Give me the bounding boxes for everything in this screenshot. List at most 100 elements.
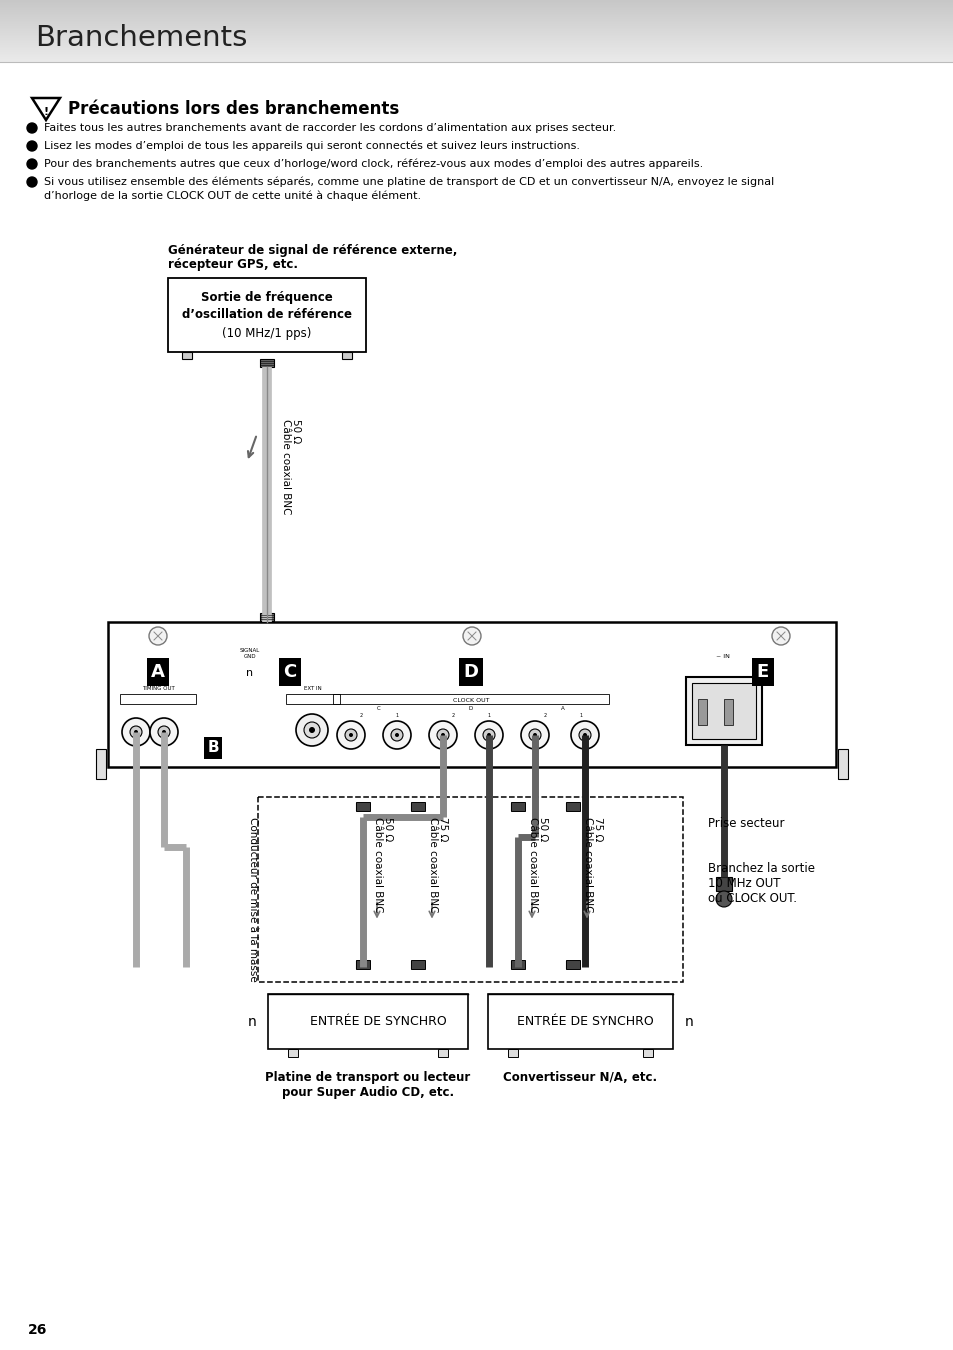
- Text: Précautions lors des branchements: Précautions lors des branchements: [68, 100, 399, 117]
- Circle shape: [462, 626, 480, 645]
- Text: Câble coaxial BNC: Câble coaxial BNC: [582, 817, 593, 913]
- Text: B: B: [207, 741, 218, 756]
- Text: 26: 26: [28, 1323, 48, 1336]
- Circle shape: [771, 626, 789, 645]
- Bar: [288, 1049, 297, 1057]
- Circle shape: [309, 728, 314, 733]
- Bar: [341, 352, 352, 359]
- Text: Câble coaxial BNC: Câble coaxial BNC: [428, 817, 437, 913]
- Text: A: A: [560, 706, 564, 711]
- Text: Platine de transport ou lecteur
pour Super Audio CD, etc.: Platine de transport ou lecteur pour Sup…: [265, 1071, 470, 1099]
- Circle shape: [27, 140, 37, 151]
- Circle shape: [582, 733, 586, 737]
- Text: Câble coaxial BNC: Câble coaxial BNC: [527, 817, 537, 913]
- Text: Conducteur de mise à la masse: Conducteur de mise à la masse: [248, 817, 257, 981]
- Circle shape: [122, 718, 150, 747]
- Text: Câble coaxial BNC: Câble coaxial BNC: [373, 817, 382, 913]
- Text: Lisez les modes d’emploi de tous les appareils qui seront connectés et suivez le: Lisez les modes d’emploi de tous les app…: [44, 140, 579, 151]
- Bar: [355, 802, 370, 811]
- Text: n: n: [684, 1014, 693, 1029]
- Bar: [507, 1049, 517, 1057]
- Text: Pour des branchements autres que ceux d’horloge/word clock, référez-vous aux mod: Pour des branchements autres que ceux d’…: [44, 159, 702, 169]
- Bar: [837, 749, 847, 779]
- Circle shape: [436, 729, 449, 741]
- Text: Sortie de fréquence: Sortie de fréquence: [201, 292, 333, 305]
- Text: 1: 1: [487, 713, 490, 718]
- Bar: [411, 802, 424, 811]
- Bar: [333, 694, 608, 703]
- Text: 1: 1: [578, 713, 582, 718]
- Text: ~ IN: ~ IN: [716, 653, 729, 659]
- Text: D: D: [468, 706, 473, 711]
- Circle shape: [158, 726, 170, 738]
- Bar: [182, 352, 192, 359]
- Circle shape: [27, 123, 37, 134]
- Text: Câble coaxial BNC: Câble coaxial BNC: [281, 418, 291, 514]
- Text: 50 Ω: 50 Ω: [537, 817, 547, 841]
- Text: A: A: [151, 663, 165, 680]
- Text: n: n: [246, 668, 253, 678]
- Text: 75 Ω: 75 Ω: [437, 817, 448, 841]
- Text: Branchements: Branchements: [35, 24, 247, 53]
- Text: récepteur GPS, etc.: récepteur GPS, etc.: [168, 258, 297, 271]
- Circle shape: [578, 729, 590, 741]
- Bar: [96, 749, 106, 779]
- Circle shape: [482, 729, 495, 741]
- Circle shape: [571, 721, 598, 749]
- Circle shape: [391, 729, 402, 741]
- Text: Faites tous les autres branchements avant de raccorder les cordons d’alimentatio: Faites tous les autres branchements avan…: [44, 123, 616, 134]
- Circle shape: [130, 726, 142, 738]
- Text: C: C: [283, 663, 296, 680]
- Bar: [437, 1049, 448, 1057]
- Text: 75 Ω: 75 Ω: [593, 817, 602, 841]
- Text: ENTRÉE DE SYNCHRO: ENTRÉE DE SYNCHRO: [310, 1015, 446, 1027]
- Bar: [511, 802, 524, 811]
- Bar: [108, 622, 835, 767]
- Bar: [260, 359, 274, 367]
- Bar: [723, 699, 732, 725]
- Text: 2: 2: [451, 713, 454, 718]
- Bar: [698, 699, 706, 725]
- Bar: [488, 994, 672, 1049]
- Text: ENTRÉE DE SYNCHRO: ENTRÉE DE SYNCHRO: [517, 1015, 653, 1027]
- Circle shape: [295, 714, 328, 747]
- Circle shape: [27, 159, 37, 169]
- Bar: [268, 994, 468, 1049]
- Text: E: E: [756, 663, 768, 680]
- Circle shape: [395, 733, 398, 737]
- Circle shape: [716, 891, 731, 907]
- Text: TIMING OUT: TIMING OUT: [141, 686, 174, 691]
- Text: d’horloge de la sortie CLOCK OUT de cette unité à chaque élément.: d’horloge de la sortie CLOCK OUT de cett…: [44, 190, 420, 201]
- Text: 2: 2: [543, 713, 546, 718]
- Circle shape: [520, 721, 548, 749]
- Circle shape: [345, 729, 356, 741]
- Text: 50 Ω: 50 Ω: [382, 817, 393, 841]
- Bar: [565, 960, 579, 969]
- Circle shape: [162, 730, 166, 734]
- Text: (10 MHz/1 pps): (10 MHz/1 pps): [222, 328, 312, 340]
- Circle shape: [349, 733, 353, 737]
- Bar: [355, 960, 370, 969]
- Bar: [685, 676, 761, 745]
- Text: 2: 2: [359, 713, 362, 718]
- Bar: [257, 796, 682, 981]
- Text: Prise secteur: Prise secteur: [707, 817, 783, 830]
- Circle shape: [336, 721, 365, 749]
- Text: !: !: [44, 107, 49, 117]
- Bar: [120, 694, 195, 703]
- Circle shape: [382, 721, 411, 749]
- Text: C: C: [376, 706, 380, 711]
- Circle shape: [149, 626, 167, 645]
- Text: EXT IN: EXT IN: [304, 686, 321, 691]
- Bar: [168, 278, 366, 352]
- Text: Si vous utilisez ensemble des éléments séparés, comme une platine de transport d: Si vous utilisez ensemble des éléments s…: [44, 177, 774, 188]
- Text: D: D: [463, 663, 478, 680]
- Circle shape: [304, 722, 319, 738]
- Circle shape: [429, 721, 456, 749]
- Bar: [691, 683, 755, 738]
- Text: Branchez la sortie
10 MHz OUT
ou CLOCK OUT.: Branchez la sortie 10 MHz OUT ou CLOCK O…: [707, 863, 814, 904]
- Circle shape: [133, 730, 138, 734]
- Bar: [565, 802, 579, 811]
- Text: SIGNAL
GND: SIGNAL GND: [239, 648, 260, 659]
- Bar: [716, 878, 731, 891]
